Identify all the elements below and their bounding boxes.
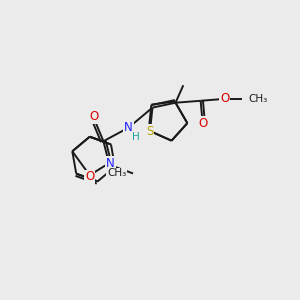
Text: O: O	[198, 117, 207, 130]
Text: N: N	[106, 157, 115, 170]
Text: O: O	[85, 170, 94, 183]
Text: CH₃: CH₃	[107, 168, 126, 178]
Text: CH₃: CH₃	[249, 94, 268, 104]
Text: S: S	[146, 124, 154, 138]
Text: O: O	[89, 110, 98, 123]
Text: N: N	[124, 121, 133, 134]
Text: H: H	[132, 132, 139, 142]
Text: O: O	[220, 92, 229, 105]
